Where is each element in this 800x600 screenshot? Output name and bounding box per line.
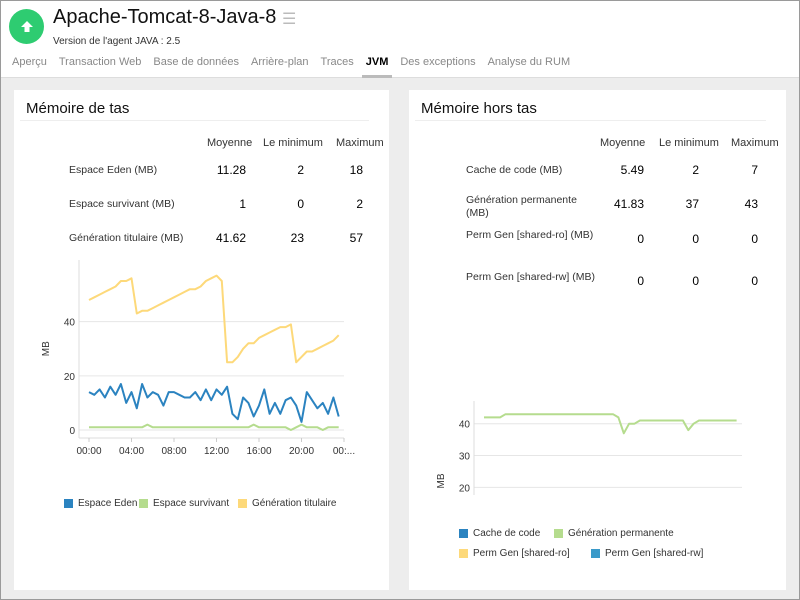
x-tick-label: 20:00: [289, 446, 314, 457]
max-value: 0: [751, 232, 758, 246]
y-tick-label: 40: [64, 318, 76, 329]
legend-swatch: [139, 499, 148, 508]
series-line-espace-survivant: [89, 423, 339, 431]
legend-item[interactable]: Génération permanente: [554, 528, 674, 539]
y-tick-label: 40: [459, 420, 471, 431]
x-tick-label: 00:00: [76, 446, 101, 457]
avg-value: 5.49: [620, 163, 644, 177]
tab-apercu[interactable]: Aperçu: [12, 56, 47, 68]
y-axis-label: MB: [41, 341, 52, 356]
series-line-g-n-ration-titulaire: [88, 274, 340, 364]
legend-label: Espace Eden: [78, 498, 138, 509]
legend-swatch: [554, 529, 563, 538]
up-arrow-icon: [9, 9, 44, 44]
col-header-avg: Moyenne: [600, 137, 646, 149]
min-value: 23: [290, 231, 304, 245]
legend-item[interactable]: Espace survivant: [139, 498, 229, 509]
row-label: Génération permanente (MB): [466, 194, 577, 219]
max-value: 57: [349, 231, 363, 245]
x-tick-label: 12:00: [204, 446, 229, 457]
legend-item[interactable]: Perm Gen [shared-ro]: [459, 548, 570, 559]
row-label: Espace survivant (MB): [69, 198, 175, 210]
x-tick-label: 00:...: [333, 446, 355, 457]
card-title: Mémoire de tas: [26, 100, 130, 117]
divider: [415, 120, 766, 121]
min-value: 0: [297, 197, 304, 211]
row-label: Génération titulaire (MB): [69, 232, 184, 244]
legend-swatch: [459, 529, 468, 538]
y-tick-label: 0: [69, 426, 75, 437]
col-header-max: Maximum: [336, 137, 384, 149]
legend-swatch: [64, 499, 73, 508]
series-line-g-n-ration-permanente: [484, 413, 737, 435]
max-value: 2: [356, 197, 363, 211]
col-header-min: Le minimum: [263, 137, 323, 149]
row-label: Perm Gen [shared-ro] (MB): [466, 229, 594, 241]
legend-label: Génération permanente: [568, 528, 674, 539]
non-heap-line-chart: 01020304000:0004:0008:0012:0016:0020:000…: [436, 401, 742, 495]
row-label: Perm Gen [shared-rw] (MB): [466, 271, 595, 283]
page-title: Apache-Tomcat-8-Java-8: [53, 6, 277, 28]
hamburger-menu-icon[interactable]: ☰: [282, 11, 297, 28]
tab-jvm[interactable]: JVM: [361, 56, 392, 78]
max-value: 43: [744, 197, 758, 211]
y-tick-label: 30: [459, 452, 471, 463]
legend-item[interactable]: Génération titulaire: [238, 498, 337, 509]
min-value: 2: [692, 163, 699, 177]
x-tick-label: 08:00: [161, 446, 186, 457]
avg-value: 41.83: [613, 197, 644, 211]
row-label: Espace Eden (MB): [69, 164, 158, 176]
min-value: 0: [692, 274, 699, 288]
y-axis-label: MB: [436, 473, 447, 488]
legend-label: Perm Gen [shared-ro]: [473, 548, 570, 559]
heap-line-chart: 0 20 40 00:00 04:00 08:00 12:00 16:00 20:00 00:..…: [41, 260, 355, 457]
tab-analyse-du-rum[interactable]: Analyse du RUM: [487, 56, 571, 68]
heap-memory-card: Mémoire de tas Moyenne Le minimum Maximu…: [14, 90, 389, 590]
tab-bar: Aperçu Transaction Web Base de données A…: [12, 56, 582, 78]
max-value: 18: [349, 163, 363, 177]
card-title: Mémoire hors tas: [421, 100, 537, 117]
agent-version: Version de l'agent JAVA : 2.5: [53, 36, 181, 47]
avg-value: 41.62: [215, 231, 246, 245]
col-header-max: Maximum: [731, 137, 779, 149]
max-value: 0: [751, 274, 758, 288]
x-tick-label: 16:00: [246, 446, 271, 457]
tab-base-de-donnees[interactable]: Base de données: [153, 56, 240, 68]
legend-swatch: [591, 549, 600, 558]
max-value: 7: [751, 163, 758, 177]
col-header-min: Le minimum: [659, 137, 719, 149]
non-heap-memory-card: Mémoire hors tas Moyenne Le minimum Maxi…: [409, 90, 786, 590]
series-line-espace-eden: [88, 383, 340, 423]
avg-value: 1: [239, 197, 246, 211]
avg-value: 11.28: [216, 163, 246, 177]
y-tick-label: 20: [64, 372, 76, 383]
legend-item[interactable]: Espace Eden: [64, 498, 138, 509]
tab-traces[interactable]: Traces: [320, 56, 354, 68]
legend-item[interactable]: Perm Gen [shared-rw]: [591, 548, 703, 559]
tab-arriere-plan[interactable]: Arrière-plan: [251, 56, 309, 68]
legend-label: Cache de code: [473, 528, 541, 539]
divider: [20, 120, 369, 121]
legend-swatch: [238, 499, 247, 508]
legend-label: Génération titulaire: [252, 498, 337, 509]
legend-swatch: [459, 549, 468, 558]
tab-transaction-web[interactable]: Transaction Web: [58, 56, 142, 68]
row-label: Cache de code (MB): [466, 164, 563, 176]
x-tick-label: 04:00: [119, 446, 144, 457]
min-value: 0: [692, 232, 699, 246]
legend-label: Perm Gen [shared-rw]: [605, 548, 704, 559]
legend-label: Espace survivant: [153, 498, 230, 509]
avg-value: 0: [637, 232, 644, 246]
min-value: 2: [297, 163, 304, 177]
min-value: 37: [685, 197, 699, 211]
legend-item[interactable]: Cache de code: [459, 528, 540, 539]
col-header-avg: Moyenne: [207, 137, 253, 149]
tab-des-exceptions[interactable]: Des exceptions: [400, 56, 476, 68]
app-header: Apache-Tomcat-8-Java-8 ☰ Version de l'ag…: [0, 0, 800, 78]
y-tick-label: 20: [459, 483, 471, 494]
avg-value: 0: [637, 274, 644, 288]
